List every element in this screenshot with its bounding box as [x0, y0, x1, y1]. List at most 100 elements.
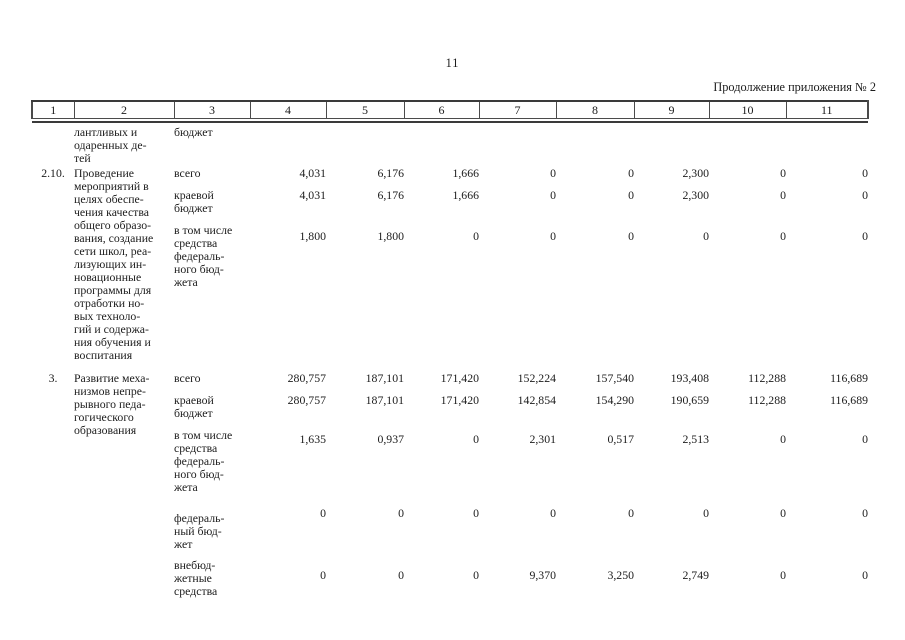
value-cell: 0 [550, 507, 556, 520]
header-cell: 10 [708, 100, 787, 119]
header-cell: 4 [249, 100, 327, 119]
value-cell: 0 [862, 167, 868, 180]
value-cell: 154,290 [595, 394, 634, 407]
table-row-carryover: лантливых и одаренных де- тей бюджет [32, 122, 868, 167]
value-cell: 4,031 [299, 167, 326, 180]
table-row-3-extrabudgetary: внебюд- жетные средства 0 0 0 9,370 3,25… [32, 559, 868, 599]
value-cell: 280,757 [287, 372, 326, 385]
value-cell: 6,176 [377, 167, 404, 180]
funding-source-cell: в том числе средства федераль- ного бюд-… [174, 429, 233, 494]
value-cell: 0 [628, 229, 634, 243]
value-cell: 193,408 [670, 372, 709, 385]
value-cell: 0 [780, 167, 786, 180]
value-cell: 171,420 [440, 394, 479, 407]
header-rule [32, 118, 868, 123]
header-cell: 1 [31, 100, 75, 119]
row-number-cell: 3. [48, 372, 58, 385]
empty-value-cell [786, 122, 868, 167]
value-cell: 190,659 [670, 394, 709, 407]
value-cell: 0 [703, 507, 709, 520]
value-cell: 2,300 [682, 167, 709, 180]
empty-value-cell [634, 122, 709, 167]
value-cell: 171,420 [440, 372, 479, 385]
value-cell: 0 [320, 568, 326, 582]
funding-source-cell: краевой бюджет [174, 394, 214, 420]
value-cell: 1,666 [452, 167, 479, 180]
value-cell: 0 [398, 507, 404, 520]
funding-source-cell: краевой бюджет [174, 189, 214, 215]
value-cell: 187,101 [365, 394, 404, 407]
value-cell: 112,288 [748, 394, 786, 407]
activity-name-cell: лантливых и одаренных де- тей [74, 125, 147, 165]
value-cell: 0,937 [377, 432, 404, 446]
table-row-3-federal-budget: федераль- ный бюд- жет 0 0 0 0 0 0 0 0 [32, 507, 868, 559]
header-cell: 6 [403, 100, 480, 119]
value-cell: 142,854 [517, 394, 556, 407]
value-cell: 0 [398, 568, 404, 582]
header-rule-line [32, 118, 868, 123]
activity-name-cell: Проведение мероприятий в целях обеспе- ч… [74, 167, 154, 362]
funding-source-cell: внебюд- жетные средства [174, 559, 218, 598]
value-cell: 0 [473, 507, 479, 520]
funding-source-cell: всего [174, 167, 201, 180]
table-row-2-10-total: 2.10. Проведение мероприятий в целях обе… [32, 167, 868, 362]
header-cell: 8 [555, 100, 635, 119]
empty-value-cell [479, 122, 556, 167]
value-cell: 1,800 [299, 229, 326, 243]
header-cell: 11 [785, 100, 869, 119]
funding-source-cell: в том числе средства федераль- ного бюд-… [174, 224, 233, 289]
value-cell: 0 [862, 568, 868, 582]
header-cell: 3 [173, 100, 251, 119]
budget-table: 1 2 3 4 5 6 7 8 9 10 11 лантливых и одар… [31, 100, 869, 599]
value-cell: 2,300 [682, 189, 709, 202]
value-cell: 0 [550, 189, 556, 202]
value-cell: 0 [862, 432, 868, 446]
value-cell: 116,689 [830, 394, 868, 407]
value-cell: 6,176 [377, 189, 404, 202]
value-cell: 0 [473, 568, 479, 582]
value-cell: 1,635 [299, 432, 326, 446]
funding-source-cell: бюджет [174, 125, 213, 139]
table-row-2-10-federal-included: в том числе средства федераль- ного бюд-… [32, 224, 868, 372]
value-cell: 4,031 [299, 189, 326, 202]
value-cell: 0 [780, 507, 786, 520]
empty-value-cell [326, 122, 404, 167]
value-cell: 0 [862, 189, 868, 202]
funding-source-cell: федераль- ный бюд- жет [174, 511, 225, 551]
row-number-cell: 2.10. [41, 167, 65, 180]
empty-value-cell [709, 122, 786, 167]
value-cell: 187,101 [365, 372, 404, 385]
value-cell: 157,540 [595, 372, 634, 385]
empty-value-cell [556, 122, 634, 167]
header-cell: 9 [633, 100, 710, 119]
value-cell: 116,689 [830, 372, 868, 385]
value-cell: 0 [780, 229, 786, 243]
value-cell: 3,250 [607, 568, 634, 582]
value-cell: 2,749 [682, 568, 709, 582]
empty-value-cell [404, 122, 479, 167]
value-cell: 9,370 [529, 568, 556, 582]
empty-value-cell [250, 122, 326, 167]
value-cell: 2,513 [682, 432, 709, 446]
header-cell: 7 [478, 100, 557, 119]
value-cell: 0 [550, 167, 556, 180]
table-row-3-regional: краевой бюджет 280,757 187,101 171,420 1… [32, 394, 868, 429]
header-cell: 5 [325, 100, 405, 119]
value-cell: 0 [780, 568, 786, 582]
table-row-2-10-regional: краевой бюджет 4,031 6,176 1,666 0 0 2,3… [32, 189, 868, 224]
value-cell: 0 [628, 507, 634, 520]
column-number-header-row: 1 2 3 4 5 6 7 8 9 10 11 [31, 100, 869, 119]
value-cell: 0 [550, 229, 556, 243]
value-cell: 0 [628, 167, 634, 180]
appendix-continuation-caption: Продолжение приложения № 2 [713, 80, 876, 94]
value-cell: 0 [780, 189, 786, 202]
table-row-3-federal-included: в том числе средства федераль- ного бюд-… [32, 429, 868, 507]
activity-name-cell: Развитие меха- низмов непре- рывного пед… [74, 372, 150, 437]
value-cell: 0 [862, 507, 868, 520]
value-cell: 2,301 [529, 432, 556, 446]
value-cell: 0 [473, 432, 479, 446]
row-number-cell [32, 122, 74, 167]
value-cell: 0 [703, 229, 709, 243]
value-cell: 0 [628, 189, 634, 202]
value-cell: 152,224 [517, 372, 556, 385]
